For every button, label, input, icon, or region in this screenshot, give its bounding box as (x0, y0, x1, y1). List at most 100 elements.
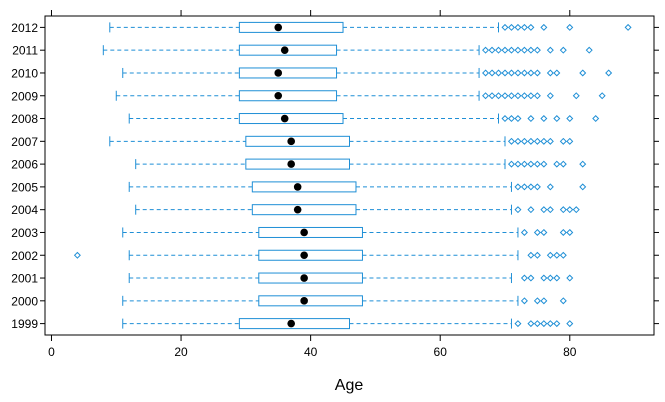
box-iqr (238, 90, 338, 102)
outlier-point (488, 92, 496, 100)
y-tick-label: 2002 (11, 249, 38, 263)
median-dot (300, 274, 308, 282)
top-axis-ticks (50, 10, 571, 16)
outlier-point (546, 274, 554, 282)
box-group-2010 (122, 67, 613, 79)
outlier-point (507, 160, 515, 168)
outlier-point (540, 160, 548, 168)
outlier-point (559, 228, 567, 236)
median-dot (274, 23, 283, 32)
y-tick-label: 2012 (11, 21, 38, 35)
outlier-point (585, 46, 593, 54)
box-group-2003 (122, 226, 574, 238)
outlier-point (566, 274, 574, 282)
median-dot (300, 297, 308, 305)
outlier-point (507, 69, 515, 77)
outlier-point (482, 46, 490, 54)
y-tick-label: 1999 (11, 317, 38, 331)
box-group-1999 (122, 318, 574, 330)
outlier-point (553, 251, 561, 259)
y-tick-label: 2007 (11, 135, 38, 149)
outlier-point (540, 297, 548, 305)
outlier-point (533, 92, 541, 100)
x-axis-title: Age (335, 377, 364, 394)
outlier-point (495, 69, 503, 77)
outlier-point (540, 23, 548, 31)
outlier-point (579, 160, 587, 168)
outlier-point (520, 137, 528, 145)
outlier-point (572, 92, 580, 100)
plot-frame (44, 15, 655, 336)
outlier-point (514, 115, 522, 123)
outlier-point (482, 69, 490, 77)
box-group-2000 (122, 295, 567, 307)
outlier-point (559, 137, 567, 145)
outlier-point (501, 69, 509, 77)
outlier-point (527, 183, 535, 191)
median-dot (280, 46, 289, 54)
outlier-point (559, 206, 567, 214)
outlier-point (559, 251, 567, 259)
outlier-point (624, 23, 632, 31)
median-dot (287, 319, 295, 328)
box-group-2011 (102, 44, 593, 56)
outlier-point (559, 297, 567, 305)
outlier-point (579, 183, 587, 191)
outlier-point (527, 251, 535, 259)
box-iqr (238, 21, 344, 33)
outlier-point (559, 46, 567, 54)
x-tick-label: 0 (48, 345, 55, 359)
outlier-point (520, 274, 528, 282)
outlier-point (540, 320, 548, 328)
outlier-point (501, 46, 509, 54)
outlier-point (507, 92, 515, 100)
x-tick-label: 40 (304, 345, 318, 359)
outlier-point (514, 137, 522, 145)
box-iqr (245, 158, 350, 170)
outlier-point (501, 115, 509, 123)
outlier-point (533, 183, 541, 191)
x-tick-label: 60 (434, 345, 448, 359)
outlier-point (527, 69, 535, 77)
outlier-point (520, 228, 528, 236)
median-dot (280, 114, 289, 123)
outlier-point (553, 160, 561, 168)
outlier-point (527, 137, 535, 145)
outlier-point (507, 115, 515, 123)
outlier-point (520, 160, 528, 168)
y-tick-label: 2004 (11, 203, 38, 217)
y-tick-label: 2001 (11, 272, 38, 286)
outlier-point (520, 46, 528, 54)
outlier-point (579, 69, 587, 77)
outlier-point (592, 115, 600, 123)
median-dot (293, 205, 302, 214)
outlier-point (546, 206, 554, 214)
outlier-point (540, 115, 548, 123)
box-iqr (238, 67, 338, 79)
outlier-point (533, 160, 541, 168)
outlier-point (533, 297, 541, 305)
outlier-point (572, 206, 580, 214)
outlier-point (514, 160, 522, 168)
box-group-2012 (109, 21, 632, 33)
outlier-point (514, 69, 522, 77)
outlier-point (488, 46, 496, 54)
outlier-point (566, 228, 574, 236)
outlier-point (533, 137, 541, 145)
outlier-point (527, 274, 535, 282)
outlier-point (501, 23, 509, 31)
box-iqr (238, 113, 344, 125)
y-tick-label: 2006 (11, 158, 38, 172)
x-tick-label: 20 (174, 345, 188, 359)
outlier-point (553, 115, 561, 123)
outlier-point (605, 69, 613, 77)
outlier-point (546, 251, 554, 259)
median-dot (274, 69, 283, 77)
outlier-point (546, 69, 554, 77)
box-iqr (251, 181, 357, 193)
outlier-point (566, 115, 574, 123)
outlier-point (520, 69, 528, 77)
box-group-2005 (128, 181, 587, 193)
median-dot (287, 160, 295, 168)
outlier-point (546, 92, 554, 100)
